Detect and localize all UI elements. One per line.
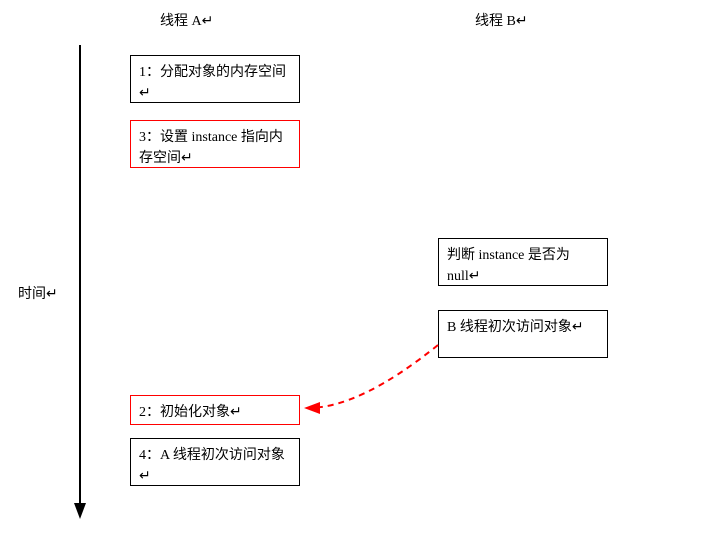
dashed-arrow-b-to-step2: [308, 345, 438, 408]
thread-b-header: 线程 B↵: [475, 10, 528, 30]
thread-a-header: 线程 A↵: [160, 10, 213, 30]
box-b-first-access: B 线程初次访问对象↵: [438, 310, 608, 358]
box-step1-alloc: 1：分配对象的内存空间↵: [130, 55, 300, 103]
box-step2-init: 2：初始化对象↵: [130, 395, 300, 425]
box-b-check-null: 判断 instance 是否为 null↵: [438, 238, 608, 286]
box-step4-a-access: 4：A 线程初次访问对象↵: [130, 438, 300, 486]
box-step3-set-instance: 3：设置 instance 指向内存空间↵: [130, 120, 300, 168]
time-axis-label: 时间↵: [18, 283, 58, 303]
